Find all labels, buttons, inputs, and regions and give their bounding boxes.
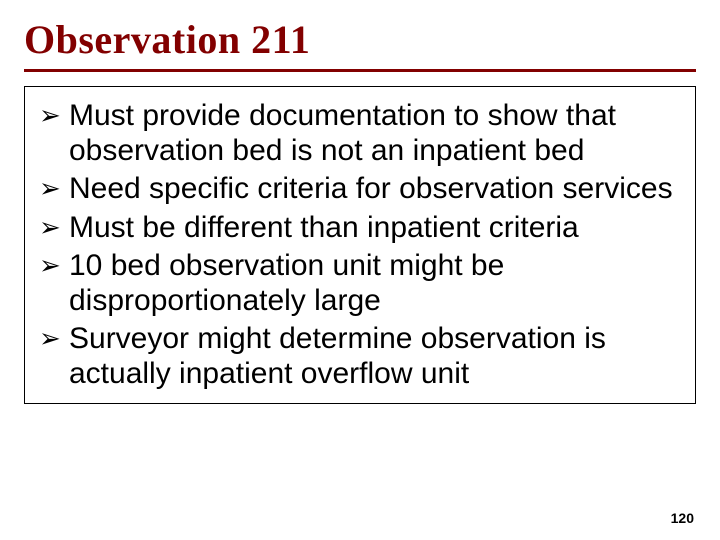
content-box: ➢ Must provide documentation to show that… xyxy=(24,86,696,404)
slide-title: Observation 211 xyxy=(24,16,696,72)
bullet-text: Surveyor might determine observation is … xyxy=(69,322,606,390)
bullet-item: ➢ Must provide documentation to show that… xyxy=(39,99,681,168)
bullet-item: ➢ Surveyor might determine observation is… xyxy=(39,322,681,391)
bullet-item: ➢ 10 bed observation unit might be dispro… xyxy=(39,249,681,318)
arrow-icon: ➢ xyxy=(39,213,61,243)
page-number: 120 xyxy=(671,510,694,526)
arrow-icon: ➢ xyxy=(39,101,61,131)
bullet-text: Must be different than inpatient criteri… xyxy=(69,211,579,244)
bullet-text: Must provide documentation to show that … xyxy=(69,99,616,167)
bullet-list: ➢ Must provide documentation to show that… xyxy=(39,99,681,391)
bullet-item: ➢ Must be different than inpatient criter… xyxy=(39,211,681,246)
bullet-item: ➢ Need specific criteria for observation … xyxy=(39,172,681,207)
arrow-icon: ➢ xyxy=(39,324,61,354)
arrow-icon: ➢ xyxy=(39,251,61,281)
bullet-text: 10 bed observation unit might be disprop… xyxy=(69,249,504,317)
bullet-text: Need specific criteria for observation s… xyxy=(69,172,673,205)
arrow-icon: ➢ xyxy=(39,174,61,204)
slide: Observation 211 ➢ Must provide documentat… xyxy=(0,0,720,540)
